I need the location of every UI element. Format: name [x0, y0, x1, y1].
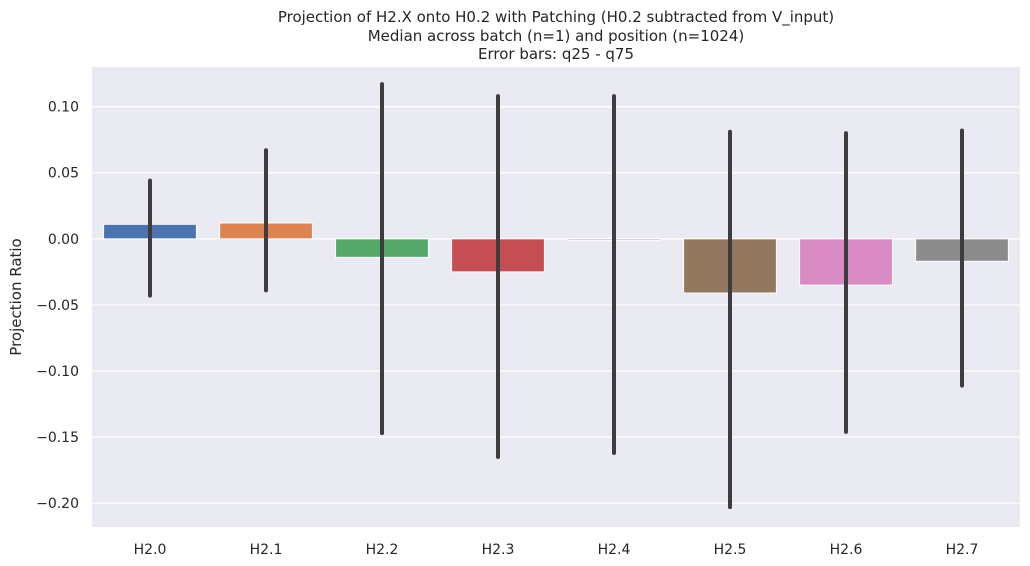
- x-tick-label: H2.1: [250, 542, 283, 558]
- y-axis-label: Projection Ratio: [7, 238, 25, 355]
- y-tick-label: −0.10: [36, 364, 79, 380]
- chart-title-line-3: Error bars: q25 - q75: [478, 45, 634, 63]
- x-tick-label: H2.3: [482, 542, 515, 558]
- x-axis-ticks: H2.0 H2.1 H2.2 H2.3 H2.4 H2.5 H2.6 H2.7: [134, 542, 979, 558]
- y-tick-label: 0.10: [48, 100, 79, 116]
- y-tick-label: 0.05: [48, 166, 79, 182]
- y-tick-label: 0.00: [48, 232, 79, 248]
- y-tick-label: −0.20: [36, 496, 79, 512]
- x-tick-label: H2.0: [134, 542, 167, 558]
- x-tick-label: H2.6: [830, 542, 863, 558]
- error-bars: [148, 82, 964, 510]
- x-tick-label: H2.5: [714, 542, 747, 558]
- chart-title-line-1: Projection of H2.X onto H0.2 with Patchi…: [278, 8, 834, 27]
- y-tick-label: −0.15: [36, 430, 79, 446]
- plot-area: [92, 67, 1020, 527]
- y-axis-ticks: 0.10 0.05 0.00 −0.05 −0.10 −0.15 −0.20: [36, 100, 79, 513]
- x-tick-label: H2.4: [598, 542, 631, 558]
- x-tick-label: H2.7: [946, 542, 979, 558]
- chart-title: Projection of H2.X onto H0.2 with Patchi…: [278, 8, 834, 63]
- x-tick-label: H2.2: [366, 542, 399, 558]
- y-tick-label: −0.05: [36, 298, 79, 314]
- chart-title-line-2: Median across batch (n=1) and position (…: [368, 27, 745, 45]
